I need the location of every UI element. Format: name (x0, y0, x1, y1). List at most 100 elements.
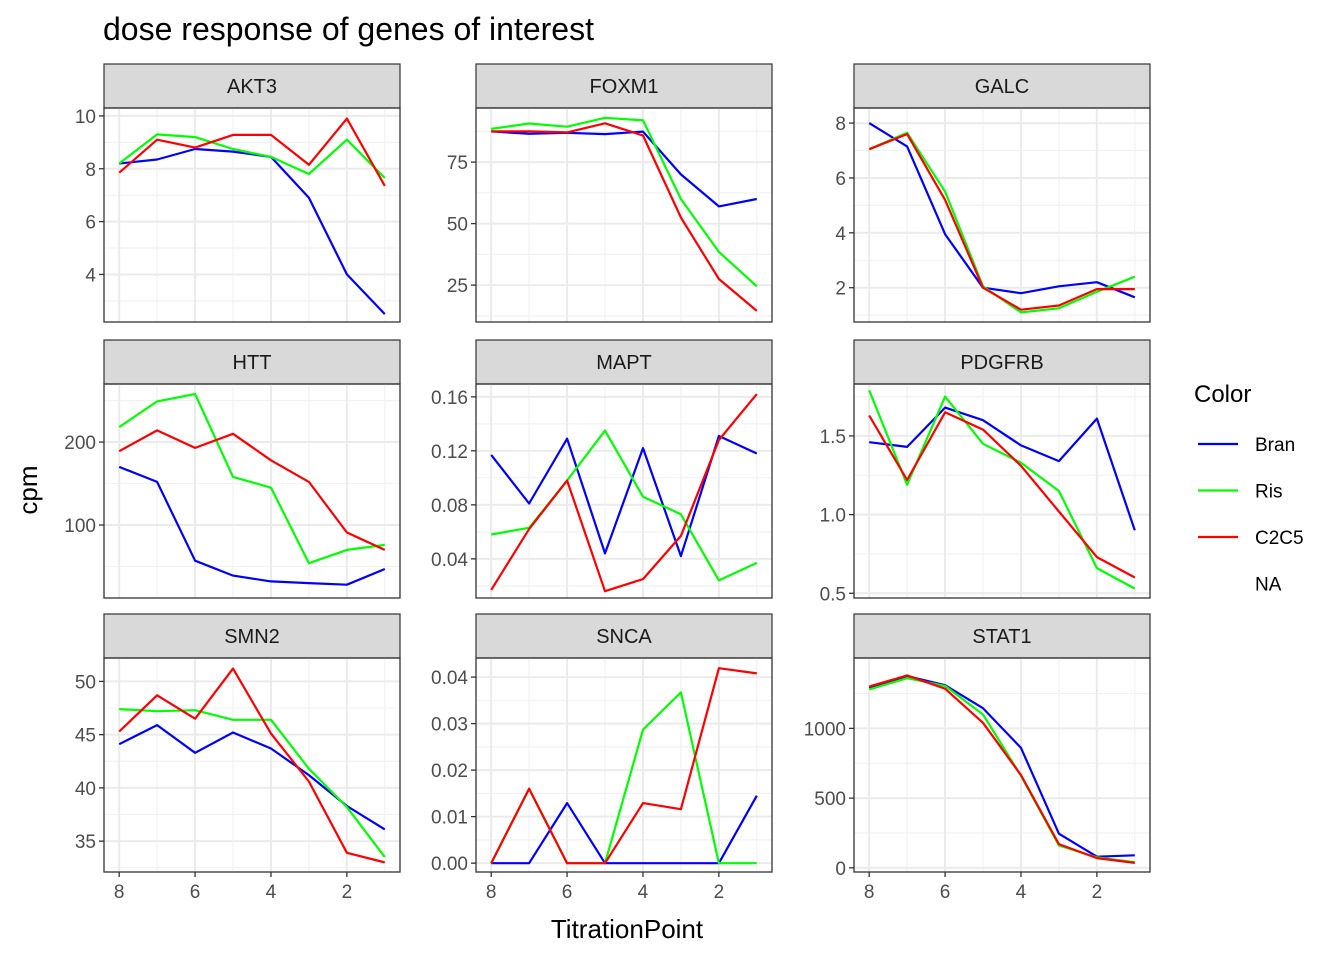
strip-htt (103, 339, 401, 385)
panel-border-stat1 (853, 657, 1151, 873)
y-tick-label: 6 (85, 213, 96, 234)
x-tick-label: 8 (486, 882, 497, 903)
panel-border-htt (103, 383, 401, 599)
series-line-akt3-c2c5 (118, 117, 386, 187)
legend-item-ris: Ris (1198, 482, 1282, 503)
y-tick-label: 0.04 (431, 550, 468, 571)
facet-panels: AKT3 4 6 8 10 FOXM1 25 50 75 GALC 2 4 6 8 HTT 100 200 MAP… (64, 63, 1151, 903)
y-tick-label: 0.5 (820, 584, 846, 605)
series-line-htt-c2c5 (118, 429, 386, 551)
y-tick-label: 0.08 (431, 496, 468, 517)
series-line-snca-bran (491, 795, 758, 865)
y-tick-label: 8 (835, 114, 846, 135)
y-axis-title: cpm (13, 465, 43, 514)
y-tick-label: 4 (85, 265, 96, 286)
legend-label-na: NA (1255, 575, 1282, 596)
y-tick-label: 0.02 (431, 761, 468, 782)
x-tick-label: 8 (864, 882, 875, 903)
grid-akt3 (104, 108, 400, 322)
legend-label-c2c5: C2C5 (1255, 528, 1304, 549)
panel-snca: SNCA 0.00 0.01 0.02 0.03 0.04 8 6 4 2 (431, 613, 773, 903)
series-line-smn2-ris (119, 708, 386, 858)
x-tick-label: 2 (714, 882, 725, 903)
legend-item-c2c5: C2C5 (1198, 528, 1304, 549)
y-tick-label: 0 (835, 859, 846, 880)
y-tick-label: 1000 (804, 719, 846, 740)
legend-label-ris: Ris (1255, 482, 1282, 503)
y-tick-label: 75 (447, 153, 468, 174)
y-tick-label: 100 (64, 516, 96, 537)
strip-foxm1 (475, 63, 773, 109)
panel-border-foxm1 (475, 107, 773, 323)
panel-galc: GALC 2 4 6 8 (835, 63, 1151, 323)
x-tick-label: 4 (638, 882, 649, 903)
strip-snca (475, 613, 773, 659)
panel-border-galc (853, 107, 1151, 323)
strip-label-htt: HTT (233, 352, 272, 374)
series-line-galc-c2c5 (868, 133, 1135, 311)
x-tick-label: 4 (1016, 882, 1027, 903)
y-tick-label: 4 (835, 224, 846, 245)
legend-item-bran: Bran (1198, 435, 1295, 456)
strip-galc (853, 63, 1151, 109)
y-tick-label: 8 (85, 160, 96, 181)
panel-pdgfrb: PDGFRB 0.5 1.0 1.5 (820, 339, 1151, 605)
panel-border-mapt (475, 383, 773, 599)
y-tick-label: 10 (75, 107, 96, 128)
panel-border-smn2 (103, 657, 401, 873)
legend-label-bran: Bran (1255, 435, 1295, 456)
strip-label-snca: SNCA (596, 626, 652, 648)
series-line-akt3-ris (118, 133, 386, 179)
legend-title: Color (1194, 381, 1251, 408)
panel-htt: HTT 100 200 (64, 339, 401, 599)
series-line-foxm1-bran (491, 130, 758, 208)
series-line-smn2-c2c5 (118, 667, 386, 864)
strip-label-mapt: MAPT (596, 352, 652, 374)
y-tick-label: 200 (64, 433, 96, 454)
grid-mapt (476, 384, 772, 598)
grid-smn2 (104, 658, 400, 872)
y-tick-label: 35 (75, 832, 96, 853)
panel-foxm1: FOXM1 25 50 75 (447, 63, 773, 323)
series-line-mapt-c2c5 (490, 393, 758, 593)
y-tick-label: 0.04 (431, 668, 468, 689)
x-tick-label: 6 (190, 882, 201, 903)
panel-border-akt3 (103, 107, 401, 323)
strip-smn2 (103, 613, 401, 659)
x-tick-label: 2 (1092, 882, 1103, 903)
y-tick-label: 50 (447, 215, 468, 236)
y-tick-label: 1.5 (820, 427, 846, 448)
y-tick-label: 2 (835, 279, 846, 300)
series-line-snca-c2c5 (490, 667, 757, 865)
x-tick-label: 8 (114, 882, 125, 903)
strip-label-foxm1: FOXM1 (590, 76, 659, 98)
x-tick-label: 6 (562, 882, 573, 903)
y-tick-label: 0.03 (431, 715, 468, 736)
strip-label-akt3: AKT3 (227, 76, 277, 98)
series-line-foxm1-c2c5 (491, 122, 758, 312)
y-tick-label: 0.12 (431, 442, 468, 463)
y-tick-label: 50 (75, 672, 96, 693)
y-tick-label: 45 (75, 726, 96, 747)
panel-akt3: AKT3 4 6 8 10 (75, 63, 401, 323)
series-line-pdgfrb-c2c5 (868, 411, 1136, 579)
series-line-stat1-c2c5 (868, 674, 1135, 864)
strip-label-stat1: STAT1 (972, 626, 1031, 648)
panel-mapt: MAPT 0.04 0.08 0.12 0.16 (431, 339, 773, 599)
series-line-akt3-bran (119, 147, 386, 315)
legend-item-na: NA (1255, 575, 1282, 596)
x-tick-label: 2 (342, 882, 353, 903)
series-line-htt-bran (118, 465, 386, 586)
strip-label-galc: GALC (975, 76, 1029, 98)
panel-stat1: STAT1 0 500 1000 8 6 4 2 (804, 613, 1151, 903)
series-line-foxm1-ris (491, 116, 758, 288)
series-line-galc-bran (868, 122, 1136, 299)
y-tick-label: 500 (814, 789, 846, 810)
series-line-pdgfrb-bran (869, 406, 1136, 531)
strip-stat1 (853, 613, 1151, 659)
y-tick-label: 0.00 (431, 854, 468, 875)
y-tick-label: 6 (835, 169, 846, 190)
series-line-htt-ris (118, 392, 385, 565)
